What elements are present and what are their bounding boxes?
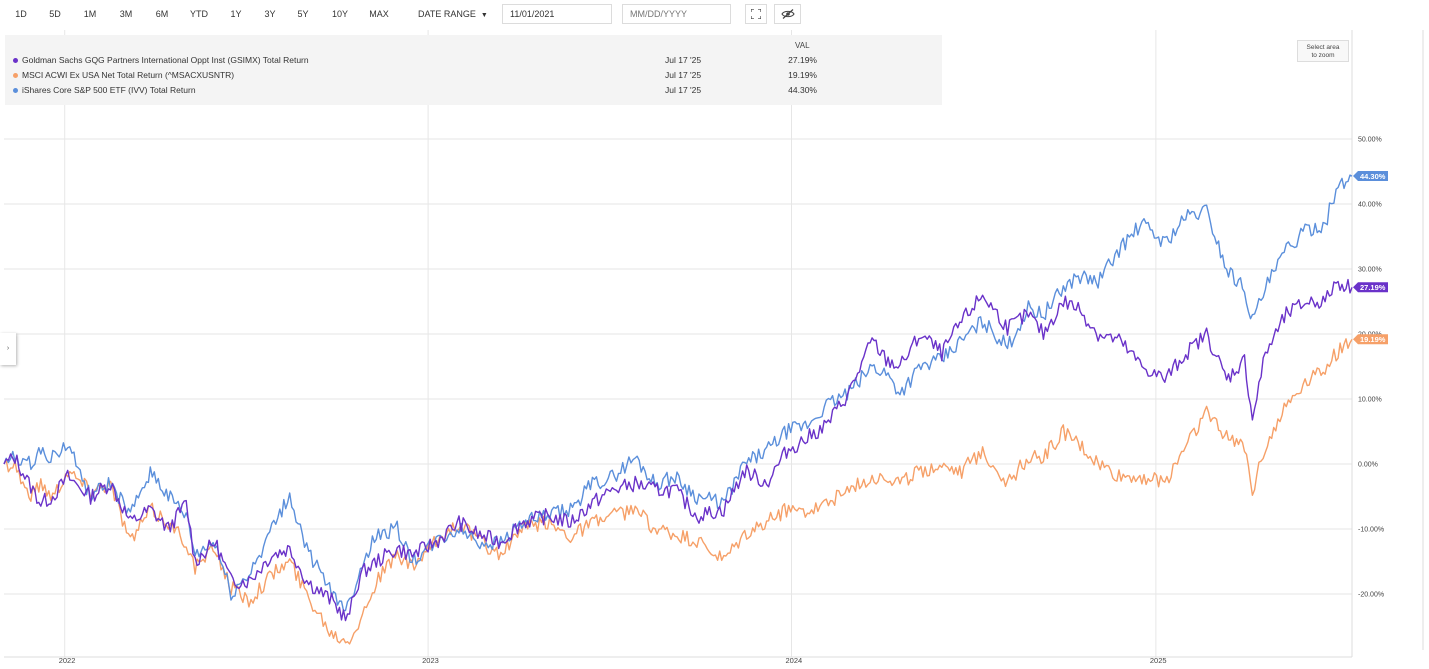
y-tick-label: 50.00% [1358,137,1382,144]
x-tick-label: 2024 [785,656,802,665]
legend-series-name: Goldman Sachs GQG Partners International… [22,55,309,65]
zoom-hint-line1: Select area [1306,44,1340,51]
legend-date: Jul 17 '25 [665,55,702,65]
zoom-hint-line2: to zoom [1311,52,1335,59]
x-tick-label: 2022 [59,656,76,665]
x-tick-label: 2025 [1150,656,1167,665]
range-button-6m[interactable]: 6M [155,9,169,19]
range-button-3y[interactable]: 3Y [264,9,276,19]
y-tick-label: 0.00% [1358,462,1378,469]
end-label-text: 19.19% [1360,335,1386,344]
end-date-input[interactable] [622,4,731,24]
series-end-label: 44.30% [1353,171,1388,182]
y-tick-label: -20.00% [1358,592,1384,599]
chart-toolbar: 1D 5D 1M 3M 6M YTD 1Y 3Y 5Y 10Y MAX DATE RANGE ▼ [0,0,1429,30]
legend-value: 19.19% [788,70,817,80]
start-date-input[interactable] [502,4,612,24]
expand-button[interactable] [745,4,767,24]
end-labels: 19.19% 44.30% 27.19% [1353,171,1388,345]
x-tick-label: 2023 [422,656,439,665]
range-button-1d[interactable]: 1D [15,9,27,19]
range-button-10y[interactable]: 10Y [331,9,348,19]
end-label-background [1353,171,1388,182]
series-line [3,338,1353,645]
x-axis: 2022 2023 2024 2025 [59,656,1167,665]
date-range-label: DATE RANGE [418,9,476,19]
legend-dot-icon [13,58,18,63]
y-tick-label: 30.00% [1358,267,1382,274]
range-button-1m[interactable]: 1M [83,9,97,19]
date-range-dropdown[interactable]: DATE RANGE ▼ [418,4,488,24]
legend-value: 27.19% [788,55,817,65]
legend-panel: VAL Goldman Sachs GQG Partners Internati… [5,35,942,105]
series-layer [3,174,1353,645]
end-label-text: 44.30% [1360,172,1386,181]
legend-item[interactable]: Goldman Sachs GQG Partners International… [5,54,942,68]
series-line [3,174,1353,612]
range-button-max[interactable]: MAX [369,9,389,19]
legend-item[interactable]: MSCI ACWI Ex USA Net Total Return (^MSAC… [5,69,942,83]
range-button-ytd[interactable]: YTD [190,9,208,19]
legend-dot-icon [13,88,18,93]
legend-date: Jul 17 '25 [665,85,702,95]
end-label-background [1353,334,1388,345]
series-end-label: 27.19% [1353,282,1388,293]
legend-value: 44.30% [788,85,817,95]
legend-date: Jul 17 '25 [665,70,702,80]
end-label-background [1353,282,1388,293]
y-tick-label: -10.00% [1358,527,1384,534]
side-panel-toggle[interactable]: › [0,333,16,365]
legend-dot-icon [13,73,18,78]
legend-series-name: MSCI ACWI Ex USA Net Total Return (^MSAC… [22,70,235,80]
end-label-text: 27.19% [1360,283,1386,292]
y-tick-label: 40.00% [1358,202,1382,209]
grid-layer [4,30,1424,658]
range-button-3m[interactable]: 3M [119,9,133,19]
eye-slash-icon [780,9,795,19]
chevron-down-icon: ▼ [480,12,488,19]
legend-series-name: iShares Core S&P 500 ETF (IVV) Total Ret… [22,85,196,95]
zoom-hint: Select area to zoom [1297,40,1349,62]
range-button-5y[interactable]: 5Y [297,9,309,19]
hide-legend-button[interactable] [774,4,801,24]
series-line [3,278,1353,622]
y-axis: -20.00%-10.00%0.00%10.00%20.00%30.00%40.… [1358,137,1384,599]
legend-item[interactable]: iShares Core S&P 500 ETF (IVV) Total Ret… [5,84,942,98]
y-tick-label: 10.00% [1358,397,1382,404]
range-button-1y[interactable]: 1Y [230,9,242,19]
legend-val-header: VAL [795,41,810,50]
range-button-5d[interactable]: 5D [49,9,61,19]
series-end-label: 19.19% [1353,334,1388,345]
chevron-right-icon: › [6,345,10,352]
